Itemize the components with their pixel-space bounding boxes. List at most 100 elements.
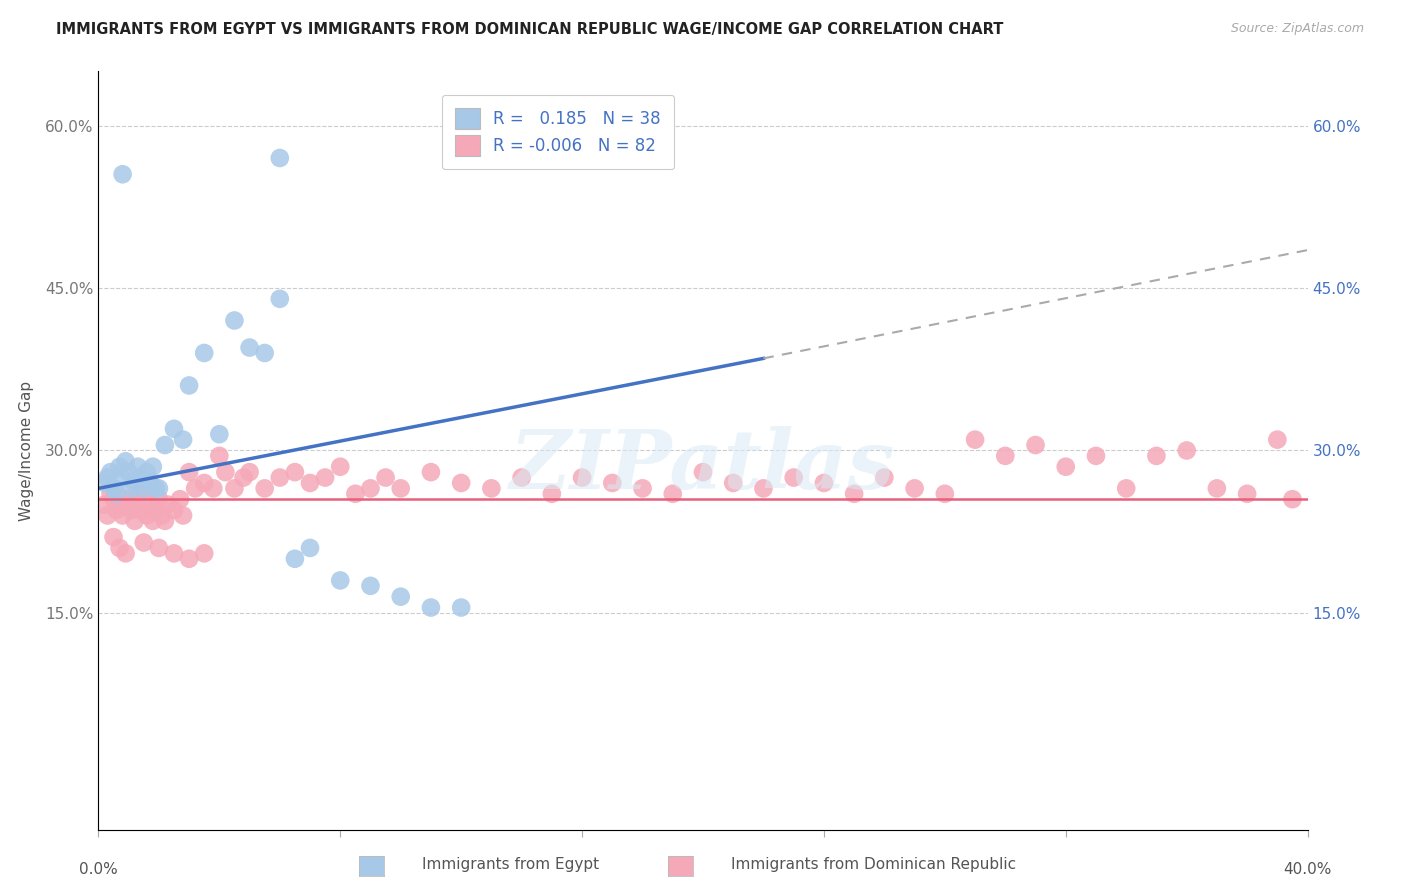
Point: [108, 459, 131, 474]
Point: [232, 470, 254, 484]
Point: [253, 346, 276, 360]
Point: [111, 167, 134, 181]
Point: [172, 433, 194, 447]
Point: [105, 487, 128, 501]
Point: [193, 475, 215, 490]
Text: Immigrants from Dominican Republic: Immigrants from Dominican Republic: [731, 857, 1017, 872]
Point: [752, 482, 775, 496]
Point: [389, 590, 412, 604]
Text: IMMIGRANTS FROM EGYPT VS IMMIGRANTS FROM DOMINICAN REPUBLIC WAGE/INCOME GAP CORR: IMMIGRANTS FROM EGYPT VS IMMIGRANTS FROM…: [56, 22, 1004, 37]
Point: [1281, 492, 1303, 507]
Point: [239, 341, 262, 355]
Point: [208, 449, 231, 463]
Point: [540, 487, 562, 501]
Text: Source: ZipAtlas.com: Source: ZipAtlas.com: [1230, 22, 1364, 36]
Point: [118, 465, 141, 479]
Point: [904, 482, 927, 496]
Point: [114, 546, 136, 560]
Point: [269, 292, 291, 306]
Point: [135, 465, 157, 479]
Point: [111, 470, 134, 484]
Point: [1206, 482, 1229, 496]
Point: [193, 546, 215, 560]
Point: [139, 498, 162, 512]
Point: [135, 508, 157, 523]
Point: [148, 541, 170, 555]
Point: [269, 470, 291, 484]
Point: [121, 503, 143, 517]
Point: [100, 487, 122, 501]
Text: Immigrants from Egypt: Immigrants from Egypt: [422, 857, 599, 872]
Point: [96, 508, 118, 523]
Point: [344, 487, 367, 501]
Point: [284, 465, 307, 479]
Point: [163, 503, 186, 517]
Point: [202, 482, 225, 496]
Point: [148, 482, 170, 496]
Point: [127, 487, 149, 501]
Point: [184, 482, 207, 496]
Point: [145, 503, 167, 517]
Point: [124, 475, 146, 490]
Point: [105, 503, 128, 517]
Point: [1267, 433, 1289, 447]
Point: [299, 541, 322, 555]
Point: [284, 551, 307, 566]
Text: ZIPatlas: ZIPatlas: [510, 425, 896, 506]
Point: [153, 438, 176, 452]
Point: [172, 508, 194, 523]
Point: [214, 465, 236, 479]
Point: [994, 449, 1017, 463]
Point: [1175, 443, 1198, 458]
Point: [420, 600, 443, 615]
Point: [96, 470, 118, 484]
Point: [1236, 487, 1258, 501]
Point: [145, 482, 167, 496]
Point: [124, 514, 146, 528]
Point: [114, 454, 136, 468]
Point: [127, 459, 149, 474]
Point: [224, 482, 246, 496]
Point: [153, 514, 176, 528]
Point: [299, 475, 322, 490]
Point: [420, 465, 443, 479]
Point: [481, 482, 503, 496]
Point: [374, 470, 396, 484]
Point: [631, 482, 654, 496]
Point: [139, 475, 162, 490]
Point: [571, 470, 593, 484]
Point: [934, 487, 956, 501]
Point: [163, 422, 186, 436]
Point: [193, 346, 215, 360]
Point: [329, 574, 352, 588]
Point: [1085, 449, 1108, 463]
Point: [239, 465, 262, 479]
Point: [360, 579, 382, 593]
Point: [723, 475, 745, 490]
Text: 40.0%: 40.0%: [1284, 862, 1331, 877]
Point: [93, 475, 115, 490]
Y-axis label: Wage/Income Gap: Wage/Income Gap: [18, 380, 34, 521]
Legend: R =   0.185   N = 38, R = -0.006   N = 82: R = 0.185 N = 38, R = -0.006 N = 82: [441, 95, 675, 169]
Point: [118, 498, 141, 512]
Point: [450, 475, 472, 490]
Point: [129, 503, 152, 517]
Point: [224, 313, 246, 327]
Point: [1024, 438, 1046, 452]
Point: [360, 482, 382, 496]
Point: [314, 470, 336, 484]
Point: [844, 487, 866, 501]
Point: [156, 498, 179, 512]
Point: [132, 482, 155, 496]
Point: [179, 378, 201, 392]
Point: [510, 470, 533, 484]
Point: [169, 492, 191, 507]
Point: [108, 541, 131, 555]
Point: [389, 482, 412, 496]
Point: [129, 470, 152, 484]
Point: [111, 508, 134, 523]
Point: [103, 492, 125, 507]
Text: 0.0%: 0.0%: [79, 862, 118, 877]
Point: [783, 470, 806, 484]
Point: [602, 475, 624, 490]
